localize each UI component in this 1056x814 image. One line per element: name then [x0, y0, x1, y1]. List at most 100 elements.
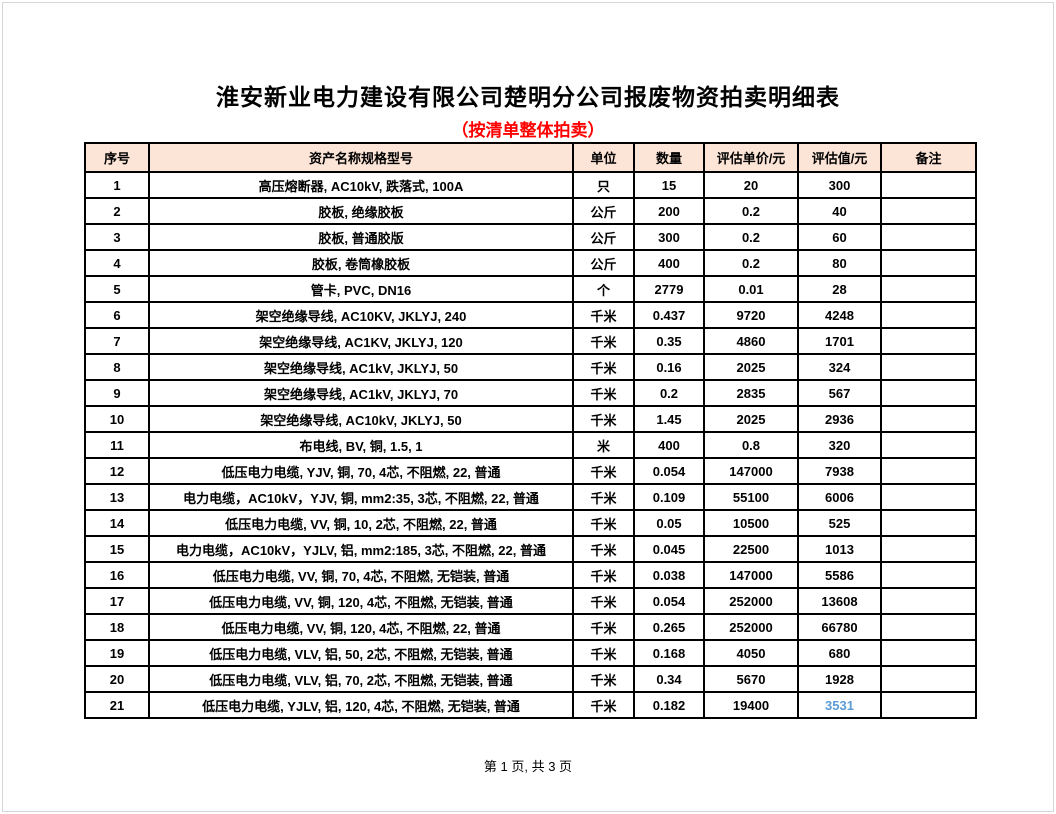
- cell-quantity: 0.437: [633, 301, 705, 329]
- cell-value: 6006: [797, 483, 882, 511]
- cell-index: 2: [84, 197, 150, 225]
- cell-value: 40: [797, 197, 882, 225]
- cell-asset-name: 胶板, 普通胶版: [148, 223, 574, 251]
- cell-asset-name: 高压熔断器, AC10kV, 跌落式, 100A: [148, 171, 574, 199]
- cell-asset-name: 架空绝缘导线, AC10KV, JKLYJ, 240: [148, 301, 574, 329]
- cell-quantity: 400: [633, 249, 705, 277]
- cell-unit-price: 0.2: [703, 223, 799, 251]
- col-header-index: 序号: [84, 142, 150, 173]
- cell-quantity: 0.34: [633, 665, 705, 693]
- page-title: 淮安新业电力建设有限公司楚明分公司报废物资拍卖明细表: [216, 84, 840, 110]
- cell-index: 11: [84, 431, 150, 459]
- table-row: 10 架空绝缘导线, AC10kV, JKLYJ, 50 千米 1.45 202…: [84, 405, 977, 433]
- cell-unit: 千米: [572, 457, 635, 485]
- cell-quantity: 15: [633, 171, 705, 199]
- cell-quantity: 300: [633, 223, 705, 251]
- table-header-row: 序号 资产名称规格型号 单位 数量 评估单价/元 评估值/元 备注: [84, 142, 977, 173]
- cell-unit-price: 0.2: [703, 249, 799, 277]
- table-row: 1 高压熔断器, AC10kV, 跌落式, 100A 只 15 20 300: [84, 171, 977, 199]
- cell-value: 60: [797, 223, 882, 251]
- col-header-quantity: 数量: [633, 142, 705, 173]
- cell-index: 3: [84, 223, 150, 251]
- cell-unit-price: 0.8: [703, 431, 799, 459]
- cell-unit-price: 4050: [703, 639, 799, 667]
- cell-value: 7938: [797, 457, 882, 485]
- table-row: 16 低压电力电缆, VV, 铜, 70, 4芯, 不阻燃, 无铠装, 普通 千…: [84, 561, 977, 589]
- cell-value: 1013: [797, 535, 882, 563]
- cell-quantity: 0.038: [633, 561, 705, 589]
- cell-unit: 千米: [572, 405, 635, 433]
- cell-unit-price: 0.01: [703, 275, 799, 303]
- col-header-value: 评估值/元: [797, 142, 882, 173]
- cell-asset-name: 低压电力电缆, VV, 铜, 120, 4芯, 不阻燃, 22, 普通: [148, 613, 574, 641]
- cell-unit-price: 2025: [703, 353, 799, 381]
- cell-remark: [880, 613, 977, 641]
- cell-remark: [880, 639, 977, 667]
- cell-unit: 千米: [572, 665, 635, 693]
- table-row: 6 架空绝缘导线, AC10KV, JKLYJ, 240 千米 0.437 97…: [84, 301, 977, 329]
- cell-remark: [880, 405, 977, 433]
- cell-value: 2936: [797, 405, 882, 433]
- table-row: 14 低压电力电缆, VV, 铜, 10, 2芯, 不阻燃, 22, 普通 千米…: [84, 509, 977, 537]
- cell-index: 16: [84, 561, 150, 589]
- cell-quantity: 0.054: [633, 457, 705, 485]
- cell-quantity: 1.45: [633, 405, 705, 433]
- cell-value: 1701: [797, 327, 882, 355]
- cell-index: 12: [84, 457, 150, 485]
- cell-remark: [880, 327, 977, 355]
- cell-value: 13608: [797, 587, 882, 615]
- cell-remark: [880, 509, 977, 537]
- cell-quantity: 0.109: [633, 483, 705, 511]
- table-row: 11 布电线, BV, 铜, 1.5, 1 米 400 0.8 320: [84, 431, 977, 459]
- cell-asset-name: 低压电力电缆, VV, 铜, 10, 2芯, 不阻燃, 22, 普通: [148, 509, 574, 537]
- cell-asset-name: 胶板, 绝缘胶板: [148, 197, 574, 225]
- cell-unit-price: 147000: [703, 561, 799, 589]
- table-body: 1 高压熔断器, AC10kV, 跌落式, 100A 只 15 20 300 2…: [84, 171, 977, 719]
- cell-remark: [880, 275, 977, 303]
- cell-value: 3531: [797, 691, 882, 719]
- table-row: 17 低压电力电缆, VV, 铜, 120, 4芯, 不阻燃, 无铠装, 普通 …: [84, 587, 977, 615]
- cell-quantity: 400: [633, 431, 705, 459]
- cell-remark: [880, 665, 977, 693]
- cell-remark: [880, 353, 977, 381]
- cell-index: 15: [84, 535, 150, 563]
- cell-asset-name: 架空绝缘导线, AC1kV, JKLYJ, 70: [148, 379, 574, 407]
- cell-asset-name: 胶板, 卷筒橡胶板: [148, 249, 574, 277]
- cell-asset-name: 电力电缆，AC10kV，YJV, 铜, mm2:35, 3芯, 不阻燃, 22,…: [148, 483, 574, 511]
- cell-unit: 千米: [572, 353, 635, 381]
- cell-quantity: 0.265: [633, 613, 705, 641]
- cell-quantity: 0.16: [633, 353, 705, 381]
- cell-remark: [880, 301, 977, 329]
- cell-index: 21: [84, 691, 150, 719]
- cell-value: 324: [797, 353, 882, 381]
- cell-unit: 千米: [572, 509, 635, 537]
- cell-quantity: 0.168: [633, 639, 705, 667]
- cell-value: 1928: [797, 665, 882, 693]
- col-header-asset-name: 资产名称规格型号: [148, 142, 574, 173]
- cell-unit: 千米: [572, 327, 635, 355]
- cell-remark: [880, 691, 977, 719]
- cell-unit: 公斤: [572, 197, 635, 225]
- cell-unit-price: 19400: [703, 691, 799, 719]
- page-subtitle: （按清单整体拍卖）: [451, 121, 605, 140]
- table-row: 3 胶板, 普通胶版 公斤 300 0.2 60: [84, 223, 977, 251]
- table-row: 4 胶板, 卷筒橡胶板 公斤 400 0.2 80: [84, 249, 977, 277]
- cell-unit-price: 252000: [703, 587, 799, 615]
- cell-unit-price: 252000: [703, 613, 799, 641]
- cell-index: 19: [84, 639, 150, 667]
- cell-value: 525: [797, 509, 882, 537]
- cell-unit-price: 0.2: [703, 197, 799, 225]
- cell-unit: 个: [572, 275, 635, 303]
- cell-index: 13: [84, 483, 150, 511]
- cell-value: 567: [797, 379, 882, 407]
- cell-asset-name: 低压电力电缆, VLV, 铝, 50, 2芯, 不阻燃, 无铠装, 普通: [148, 639, 574, 667]
- cell-index: 17: [84, 587, 150, 615]
- cell-value: 680: [797, 639, 882, 667]
- cell-remark: [880, 587, 977, 615]
- cell-asset-name: 管卡, PVC, DN16: [148, 275, 574, 303]
- cell-unit-price: 2835: [703, 379, 799, 407]
- cell-asset-name: 低压电力电缆, YJV, 铜, 70, 4芯, 不阻燃, 22, 普通: [148, 457, 574, 485]
- cell-asset-name: 架空绝缘导线, AC10kV, JKLYJ, 50: [148, 405, 574, 433]
- cell-quantity: 200: [633, 197, 705, 225]
- cell-index: 18: [84, 613, 150, 641]
